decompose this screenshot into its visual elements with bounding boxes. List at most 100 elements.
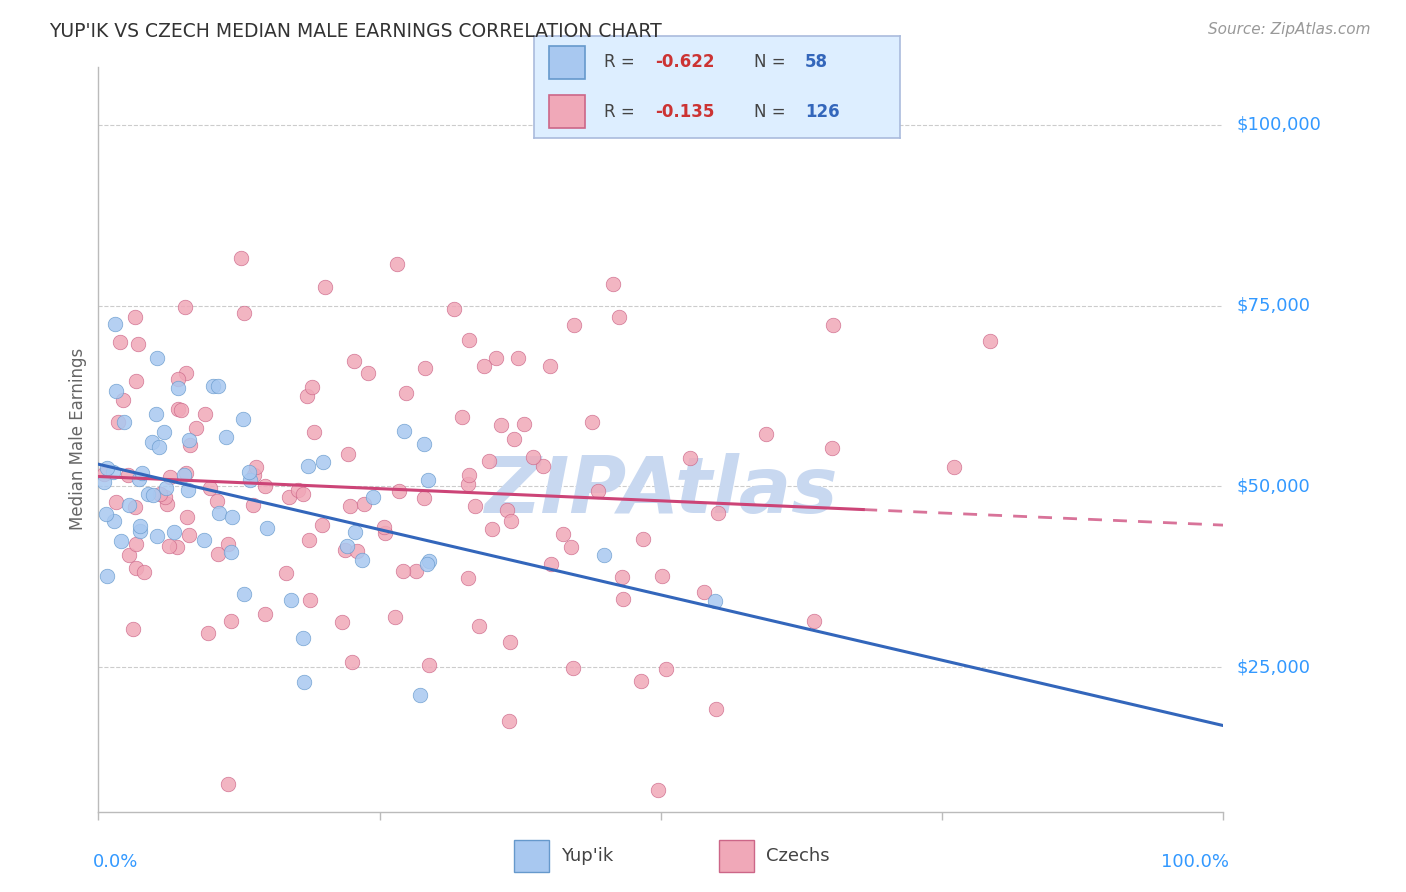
Point	[538, 359, 561, 374]
Point	[194, 407, 217, 421]
Point	[457, 477, 479, 491]
Point	[333, 542, 356, 557]
Point	[146, 351, 169, 365]
Text: $50,000: $50,000	[1237, 477, 1310, 495]
Point	[361, 491, 384, 505]
Point	[117, 467, 139, 482]
Point	[207, 547, 229, 561]
Point	[186, 421, 208, 435]
Point	[239, 474, 262, 488]
Point	[489, 418, 512, 433]
Point	[112, 415, 135, 429]
Point	[336, 447, 359, 461]
Point	[219, 615, 242, 629]
Point	[343, 353, 366, 368]
Point	[104, 495, 127, 509]
Bar	[515, 840, 550, 872]
Point	[418, 657, 440, 672]
Text: Source: ZipAtlas.com: Source: ZipAtlas.com	[1208, 22, 1371, 37]
Point	[562, 318, 585, 332]
Text: R =: R =	[603, 103, 640, 120]
Y-axis label: Median Male Earnings: Median Male Earnings	[69, 348, 87, 531]
Point	[352, 552, 374, 566]
Bar	[718, 840, 754, 872]
Point	[297, 459, 319, 474]
Point	[145, 407, 167, 421]
Point	[125, 537, 148, 551]
Text: $75,000: $75,000	[1237, 296, 1310, 315]
Point	[232, 587, 254, 601]
Point	[405, 564, 427, 578]
Point	[217, 537, 239, 551]
Point	[166, 540, 188, 554]
Point	[581, 416, 603, 430]
Point	[141, 435, 163, 450]
Point	[138, 487, 160, 501]
Point	[821, 442, 844, 456]
Point	[242, 498, 264, 512]
Point	[280, 593, 302, 607]
Text: N =: N =	[754, 54, 790, 71]
Point	[107, 415, 129, 429]
Point	[174, 466, 197, 480]
Point	[418, 554, 440, 568]
Point	[142, 488, 165, 502]
Point	[481, 522, 503, 536]
Text: YUP'IK VS CZECH MEDIAN MALE EARNINGS CORRELATION CHART: YUP'IK VS CZECH MEDIAN MALE EARNINGS COR…	[49, 22, 662, 41]
Point	[339, 499, 361, 513]
Point	[174, 366, 197, 380]
Point	[131, 466, 153, 480]
Point	[124, 310, 146, 325]
Point	[540, 558, 562, 572]
Point	[155, 481, 177, 495]
Point	[179, 438, 201, 452]
Point	[703, 594, 725, 608]
Point	[93, 475, 115, 490]
Point	[208, 506, 231, 520]
Point	[197, 625, 219, 640]
Point	[233, 306, 256, 320]
Point	[693, 584, 716, 599]
Point	[299, 593, 322, 607]
Point	[96, 507, 118, 521]
Point	[979, 334, 1001, 349]
Point	[110, 534, 132, 549]
Point	[104, 318, 127, 332]
Point	[458, 334, 481, 348]
Point	[451, 410, 474, 425]
Point	[413, 436, 436, 450]
Point	[630, 673, 652, 688]
Text: -0.622: -0.622	[655, 54, 714, 71]
Point	[416, 557, 439, 571]
Point	[301, 380, 323, 394]
Text: ZIPAtlas: ZIPAtlas	[484, 453, 838, 530]
Point	[148, 440, 170, 454]
Point	[245, 459, 267, 474]
Point	[821, 318, 844, 332]
Point	[170, 403, 193, 417]
Point	[346, 544, 368, 558]
Point	[373, 520, 395, 534]
Point	[124, 500, 146, 514]
Text: Yup'ik: Yup'ik	[561, 847, 613, 865]
Point	[108, 334, 131, 349]
Point	[118, 548, 141, 562]
Point	[499, 514, 522, 528]
Point	[706, 506, 728, 520]
Text: -0.135: -0.135	[655, 103, 714, 120]
Point	[128, 524, 150, 538]
Point	[217, 777, 239, 791]
Point	[612, 592, 634, 607]
Bar	[548, 95, 585, 128]
Point	[388, 483, 411, 498]
Point	[472, 359, 495, 373]
Point	[163, 525, 186, 540]
Point	[531, 459, 554, 474]
Point	[803, 615, 825, 629]
Point	[314, 279, 336, 293]
Point	[508, 351, 530, 365]
Text: 100.0%: 100.0%	[1161, 853, 1229, 871]
Point	[229, 251, 252, 265]
Point	[562, 661, 585, 675]
Point	[496, 502, 519, 516]
